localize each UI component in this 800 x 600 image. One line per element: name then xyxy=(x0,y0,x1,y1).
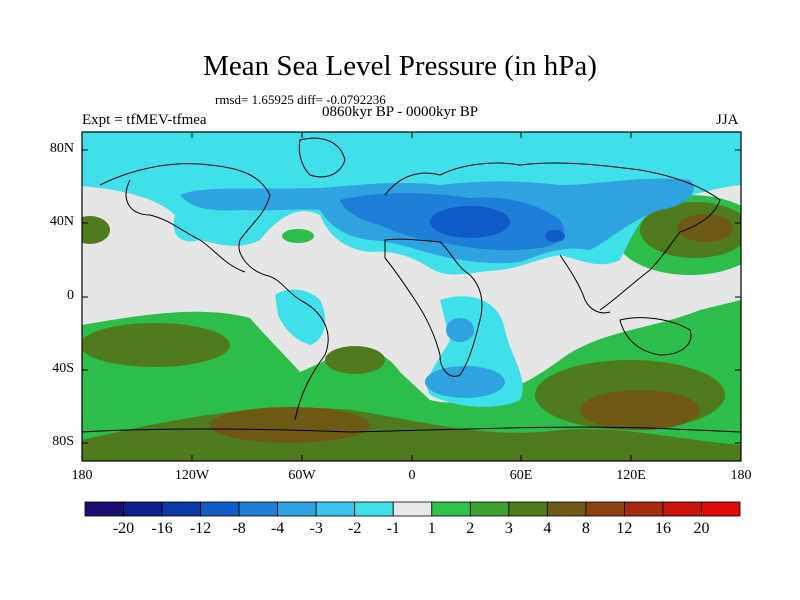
colorbar xyxy=(84,501,741,517)
contour-darkblue-3 xyxy=(545,230,565,242)
colorbar-label: 8 xyxy=(581,520,590,537)
contour-green-west xyxy=(82,216,110,244)
colorbar-swatch xyxy=(546,501,587,517)
colorbar-swatch xyxy=(238,501,279,517)
colorbar-label: 3 xyxy=(504,520,513,537)
lon-label-60e: 60E xyxy=(509,468,533,483)
colorbar-swatch xyxy=(469,501,510,517)
colorbar-label: -20 xyxy=(112,520,135,537)
lat-label-80n: 80N xyxy=(49,141,74,156)
colorbar-label: -16 xyxy=(151,520,173,537)
colorbar-label: 20 xyxy=(693,520,710,537)
lon-label-180e: 180 xyxy=(730,468,752,483)
axis-ticks xyxy=(82,132,741,461)
contour-cyan-samerica xyxy=(275,289,326,345)
colorbar-swatch xyxy=(84,501,124,517)
stats-text: rmsd= 1.65925 diff= -0.0792236 xyxy=(215,92,386,107)
colorbar-label: -8 xyxy=(232,520,246,537)
colorbar-label: 2 xyxy=(466,520,475,537)
contour-dark-green-2 xyxy=(325,346,385,374)
colorbar-swatch xyxy=(161,501,201,517)
season-label: JJA xyxy=(716,112,739,128)
plot-title: Mean Sea Level Pressure (in hPa) xyxy=(203,50,597,82)
contour-brown-2 xyxy=(580,390,700,430)
colorbar-label: 16 xyxy=(654,520,671,537)
colorbar-swatch xyxy=(701,501,741,517)
lat-label-80s: 80S xyxy=(52,434,74,449)
colorbar-swatch xyxy=(624,501,664,517)
lat-label-40s: 40S xyxy=(52,361,74,376)
colorbar-swatch xyxy=(508,501,548,517)
period-text: 0860kyr BP - 0000kyr BP xyxy=(322,104,479,120)
colorbar-label: 4 xyxy=(543,520,552,537)
contour-brown-pacific xyxy=(677,214,733,242)
contour-blue-madagascar xyxy=(446,318,474,342)
colorbar-label: -4 xyxy=(270,520,285,537)
lon-label-0: 0 xyxy=(408,468,416,483)
colorbar-label: -1 xyxy=(386,520,400,537)
lon-label-60w: 60W xyxy=(288,468,316,483)
colorbar-label: -3 xyxy=(309,520,323,537)
colorbar-label: 1 xyxy=(427,520,436,537)
colorbar-swatch xyxy=(392,501,433,517)
colorbar-label: 12 xyxy=(616,520,633,537)
lat-label-40n: 40N xyxy=(49,214,74,229)
lon-label-120e: 120E xyxy=(616,468,646,483)
colorbar-swatch xyxy=(585,501,625,517)
contour-brown-1 xyxy=(210,407,370,443)
colorbar-swatch xyxy=(662,501,702,517)
colorbar-label: -12 xyxy=(189,520,212,537)
experiment-label: Expt = tfMEV-tfmea xyxy=(82,112,207,128)
colorbar-swatch xyxy=(315,501,356,517)
colorbar-swatch xyxy=(431,501,471,517)
lat-label-0: 0 xyxy=(67,288,74,303)
colorbar-swatch xyxy=(354,501,394,517)
contour-green-atlantic xyxy=(282,229,314,243)
colorbar-label: -2 xyxy=(348,520,362,537)
contour-dark-green-1 xyxy=(82,323,230,367)
coastlines xyxy=(82,137,741,433)
colorbar-swatch xyxy=(200,501,240,517)
lon-label-180w: 180 xyxy=(71,468,93,483)
contour-darkblue-2 xyxy=(430,206,510,238)
contour-blue-south-africa xyxy=(425,366,505,398)
lon-label-120w: 120W xyxy=(174,468,210,483)
colorbar-swatch xyxy=(123,501,163,517)
colorbar-swatch xyxy=(277,501,317,517)
